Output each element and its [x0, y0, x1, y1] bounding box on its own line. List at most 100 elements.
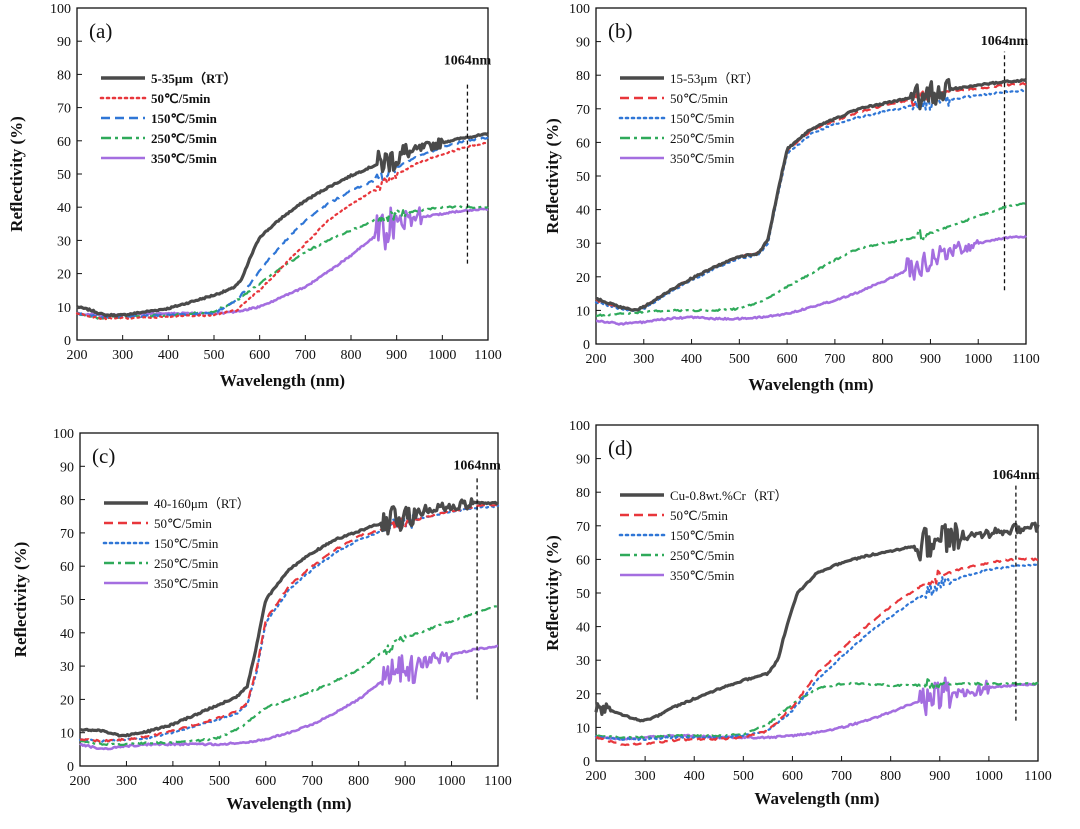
x-tick-label: 200	[67, 348, 88, 363]
y-tick-label: 20	[57, 268, 71, 283]
x-tick-label: 300	[112, 348, 133, 363]
series-line-rt	[79, 497, 499, 738]
x-tick-label: 1000	[964, 352, 992, 367]
y-tick-label: 50	[60, 594, 74, 609]
y-tick-label: 50	[576, 587, 590, 602]
chart-panel-d: 200 300 400 500 600 700 800 900 1000 1100 0 10 20 30 4…	[540, 415, 1080, 829]
series-line-t50	[595, 557, 1039, 747]
x-axis-title: Wavelength (nm)	[220, 371, 345, 390]
y-axis-title: Reflectivity (%)	[11, 542, 30, 658]
legend-label: 150℃/5min	[670, 111, 735, 126]
panel-label: (a)	[89, 19, 112, 43]
series-line-t50	[595, 82, 1027, 312]
x-tick-label: 400	[681, 352, 702, 367]
x-axis-title: Wavelength (nm)	[748, 375, 873, 394]
legend-label: 250℃/5min	[151, 131, 218, 146]
y-axis-title: Reflectivity (%)	[543, 535, 562, 651]
series-line-t250	[595, 678, 1039, 740]
legend-label: 250℃/5min	[154, 556, 219, 571]
series-line-t150	[78, 504, 500, 743]
legend-label: 150℃/5min	[670, 528, 735, 543]
x-tick-label: 900	[386, 348, 407, 363]
y-tick-label: 40	[57, 201, 71, 216]
y-tick-label: 10	[60, 727, 74, 742]
x-tick-label: 900	[395, 774, 416, 789]
y-axis-title: Reflectivity (%)	[7, 116, 26, 232]
y-tick-label: 60	[60, 560, 74, 575]
y-tick-label: 70	[576, 520, 590, 535]
legend-label: 250℃/5min	[670, 548, 735, 563]
legend-label: 350℃/5min	[670, 151, 735, 166]
x-tick-label: 1000	[975, 769, 1003, 784]
y-tick-label: 90	[57, 35, 71, 50]
x-tick-label: 600	[782, 769, 803, 784]
reference-line-label: 1064nm	[992, 468, 1040, 483]
series-line-t150	[594, 563, 1040, 741]
x-tick-label: 1100	[474, 348, 501, 363]
plot-frame	[595, 424, 1039, 762]
series-line-t150	[77, 136, 489, 319]
x-tick-label: 1100	[1024, 769, 1051, 784]
chart-panel-b: 200 300 400 500 600 700 800 900 1000 1100 0 10 20 30 4…	[540, 0, 1080, 410]
y-tick-label: 30	[576, 654, 590, 669]
y-tick-label: 20	[60, 693, 74, 708]
x-tick-label: 300	[635, 769, 656, 784]
x-tick-label: 500	[204, 348, 225, 363]
chart-a-svg: 200 300 400 500 600 700 800 900 1000 1100 0 10 20 30 4…	[7, 2, 502, 390]
y-tick-label: 0	[583, 338, 590, 353]
y-tick-label: 60	[576, 136, 590, 151]
series-line-t250	[595, 201, 1027, 317]
series-line-t350	[595, 234, 1027, 326]
y-tick-label: 100	[569, 419, 590, 434]
y-tick-label: 0	[583, 755, 590, 770]
series-line-rt	[595, 78, 1027, 312]
chart-c-svg: 200 300 400 500 600 700 800 900 1000 1100 0 10 20 30 4…	[11, 427, 512, 813]
series-line-t50	[75, 141, 490, 321]
x-axis-title: Wavelength (nm)	[226, 794, 351, 813]
x-tick-label: 200	[586, 352, 607, 367]
series-line-t150	[594, 88, 1028, 312]
legend-label: 50℃/5min	[151, 91, 211, 106]
plot-frame	[79, 432, 499, 767]
reference-line-label: 1064nm	[981, 34, 1029, 49]
x-tick-label: 700	[831, 769, 852, 784]
x-tick-label: 500	[733, 769, 754, 784]
reference-line-label: 1064nm	[444, 53, 492, 68]
y-tick-label: 80	[576, 69, 590, 84]
x-tick-label: 1100	[1012, 352, 1039, 367]
x-tick-label: 300	[633, 352, 654, 367]
y-tick-label: 0	[67, 760, 74, 775]
y-tick-label: 70	[57, 102, 71, 117]
plot-frame	[76, 7, 489, 341]
y-axis-title: Reflectivity (%)	[543, 118, 562, 234]
legend-label: 350℃/5min	[670, 568, 735, 583]
x-tick-label: 600	[255, 774, 276, 789]
panel-label: (c)	[92, 444, 115, 468]
y-tick-label: 50	[57, 168, 71, 183]
y-tick-label: 100	[50, 2, 71, 17]
y-tick-label: 30	[57, 234, 71, 249]
x-tick-label: 800	[872, 352, 893, 367]
x-tick-label: 800	[341, 348, 362, 363]
chart-panel-a: 200 300 400 500 600 700 800 900 1000 1100 0 10 20 30 4…	[0, 0, 540, 410]
y-tick-label: 60	[57, 135, 71, 150]
y-tick-label: 100	[53, 427, 74, 442]
y-tick-label: 30	[60, 660, 74, 675]
legend-label: 350℃/5min	[154, 576, 219, 591]
chart-panel-c: 200 300 400 500 600 700 800 900 1000 1100 0 10 20 30 4…	[0, 415, 540, 829]
reference-line-label: 1064nm	[453, 459, 501, 474]
x-tick-label: 1100	[484, 774, 511, 789]
y-tick-label: 90	[60, 460, 74, 475]
y-tick-label: 70	[576, 103, 590, 118]
x-tick-label: 900	[920, 352, 941, 367]
chart-d-svg: 200 300 400 500 600 700 800 900 1000 1100 0 10 20 30 4…	[543, 419, 1052, 808]
series-line-t350	[595, 676, 1039, 741]
y-tick-label: 40	[576, 621, 590, 636]
legend-label: 50℃/5min	[154, 516, 212, 531]
x-tick-label: 400	[158, 348, 179, 363]
x-tick-label: 600	[777, 352, 798, 367]
x-tick-label: 1000	[438, 774, 466, 789]
series-line-t50	[79, 503, 499, 743]
x-tick-label: 400	[162, 774, 183, 789]
legend-label: 150℃/5min	[151, 111, 218, 126]
